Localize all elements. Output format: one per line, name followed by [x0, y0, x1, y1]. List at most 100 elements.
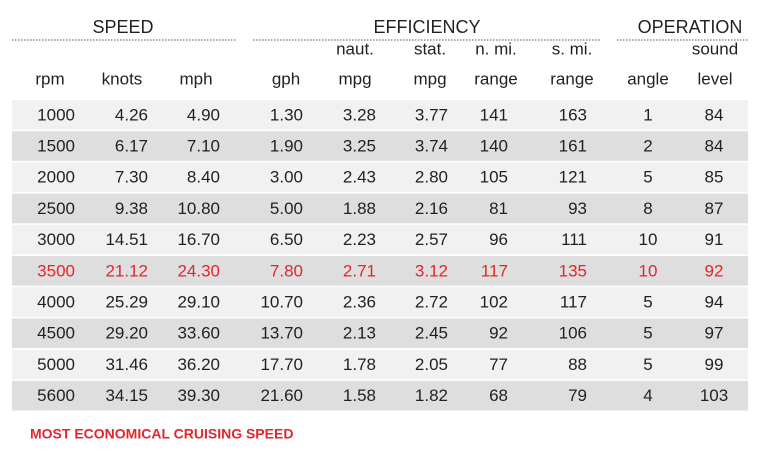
cell: 17.70 [260, 355, 303, 374]
cell: 2500 [37, 199, 75, 218]
row-band [12, 224, 748, 255]
cell: 5600 [37, 386, 75, 405]
column-header: naut. [336, 39, 374, 58]
cell: 31.46 [105, 355, 148, 374]
cell: 2.43 [343, 168, 376, 187]
column-header: level [698, 69, 733, 88]
cell: 2.45 [415, 324, 448, 343]
cell: 94 [705, 293, 724, 312]
cell: 8.40 [187, 168, 220, 187]
cell: 39.30 [177, 386, 220, 405]
cell: 121 [559, 168, 587, 187]
cell: 1.90 [270, 137, 303, 156]
cell: 5 [643, 293, 652, 312]
cell: 5.00 [270, 199, 303, 218]
cell: 33.60 [177, 324, 220, 343]
cell: 21.12 [105, 261, 148, 280]
cell: 4500 [37, 324, 75, 343]
cell: 4 [643, 386, 652, 405]
column-header: angle [627, 69, 669, 88]
cell: 7.30 [115, 168, 148, 187]
cell: 10 [639, 261, 658, 280]
cell: 3500 [37, 261, 75, 280]
cell: 1.58 [343, 386, 376, 405]
column-header: sound [692, 39, 738, 58]
cell: 102 [480, 293, 508, 312]
cell: 5 [643, 324, 652, 343]
cell: 34.15 [105, 386, 148, 405]
cell: 85 [705, 168, 724, 187]
column-header: rpm [35, 69, 64, 88]
cell: 4000 [37, 293, 75, 312]
cell: 68 [489, 386, 508, 405]
column-header: s. mi. [552, 39, 593, 58]
cell: 117 [560, 293, 587, 312]
cell: 163 [559, 105, 587, 124]
cell: 7.80 [270, 261, 303, 280]
column-header: gph [272, 69, 300, 88]
cell: 7.10 [187, 137, 220, 156]
column-header: stat. [414, 39, 446, 58]
cell: 14.51 [105, 230, 148, 249]
cell: 135 [559, 261, 587, 280]
cell: 2.71 [343, 261, 376, 280]
cell: 77 [489, 355, 508, 374]
cell: 10.80 [177, 199, 220, 218]
cell: 8 [643, 199, 652, 218]
cell: 2.16 [415, 199, 448, 218]
cell: 6.50 [270, 230, 303, 249]
cell: 2.72 [415, 293, 448, 312]
cell: 5000 [37, 355, 75, 374]
cell: 92 [489, 324, 508, 343]
footnote: MOST ECONOMICAL CRUISING SPEED [30, 426, 293, 442]
cell: 140 [480, 137, 508, 156]
cell: 3.28 [343, 105, 376, 124]
cell: 92 [705, 261, 724, 280]
column-header: n. mi. [475, 39, 517, 58]
cell: 79 [568, 386, 587, 405]
cell: 3000 [37, 230, 75, 249]
cell: 91 [705, 230, 724, 249]
cell: 2.13 [343, 324, 376, 343]
cell: 106 [559, 324, 587, 343]
cell: 2.57 [415, 230, 448, 249]
cell: 3.74 [415, 137, 448, 156]
cell: 161 [559, 137, 587, 156]
cell: 10 [639, 230, 658, 249]
cell: 96 [489, 230, 508, 249]
cell: 3.77 [415, 105, 448, 124]
cell: 1 [643, 105, 652, 124]
cell: 2000 [37, 168, 75, 187]
cell: 10.70 [260, 293, 303, 312]
column-header: knots [102, 69, 143, 88]
cell: 81 [489, 199, 508, 218]
row-band [12, 100, 748, 130]
group-title: SPEED [92, 17, 153, 37]
cell: 5 [643, 355, 652, 374]
cell: 84 [705, 137, 724, 156]
cell: 87 [705, 199, 724, 218]
row-band [12, 318, 748, 349]
cell: 93 [568, 199, 587, 218]
column-header: mpg [413, 69, 446, 88]
cell: 29.20 [105, 324, 148, 343]
column-header: range [474, 69, 517, 88]
row-band [12, 131, 748, 161]
cell: 1.78 [343, 355, 376, 374]
cell: 1.82 [415, 386, 448, 405]
group-title: OPERATION [638, 17, 743, 37]
cell: 3.00 [270, 168, 303, 187]
cell: 103 [700, 386, 728, 405]
column-header: range [550, 69, 593, 88]
cell: 21.60 [260, 386, 303, 405]
row-band [12, 256, 748, 286]
cell: 1000 [37, 105, 75, 124]
cell: 13.70 [260, 324, 303, 343]
column-header: mpg [338, 69, 371, 88]
cell: 97 [705, 324, 724, 343]
row-band [12, 162, 748, 193]
cell: 111 [561, 230, 587, 249]
cell: 1.30 [270, 105, 303, 124]
cell: 9.38 [115, 199, 148, 218]
